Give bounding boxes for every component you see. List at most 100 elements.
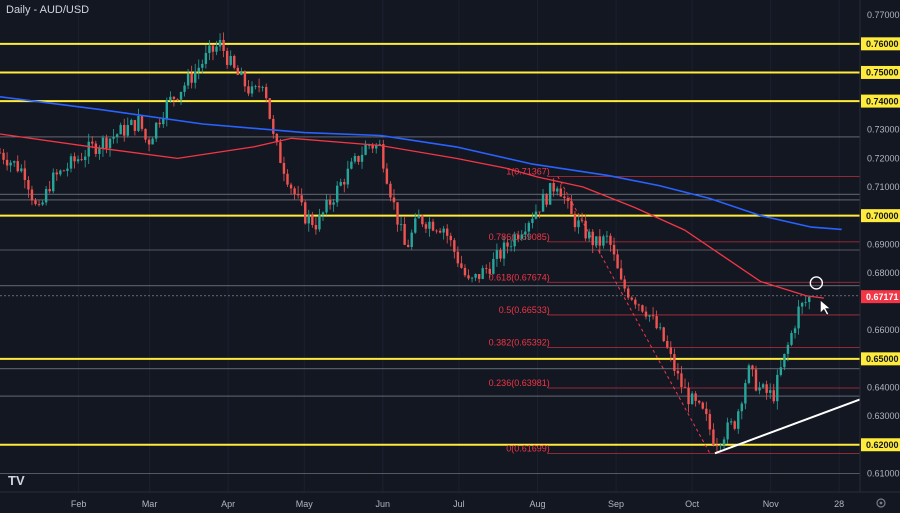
candle-body[interactable]: [243, 72, 247, 87]
candle-body[interactable]: [705, 408, 708, 415]
candle-body[interactable]: [172, 96, 176, 99]
candle-body[interactable]: [463, 267, 467, 276]
candle-body[interactable]: [304, 202, 307, 224]
candle-body[interactable]: [382, 144, 385, 169]
candle-body[interactable]: [162, 118, 165, 125]
candle-body[interactable]: [651, 315, 655, 317]
candle-body[interactable]: [598, 236, 602, 246]
candle-body[interactable]: [236, 67, 240, 75]
candle-body[interactable]: [275, 133, 279, 143]
candle-body[interactable]: [52, 172, 55, 192]
candle-body[interactable]: [27, 180, 30, 190]
candle-body[interactable]: [527, 222, 531, 232]
candles[interactable]: [0, 32, 811, 452]
candle-body[interactable]: [442, 228, 445, 233]
candle-body[interactable]: [0, 152, 2, 154]
candle-body[interactable]: [680, 373, 683, 387]
candle-body[interactable]: [208, 45, 211, 53]
candle-body[interactable]: [151, 138, 154, 145]
fib-retracement[interactable]: 1(0.71367)0.786(0.69085)0.618(0.67674)0.…: [489, 166, 860, 454]
candle-body[interactable]: [396, 202, 399, 225]
candle-body[interactable]: [556, 188, 559, 192]
candle-body[interactable]: [48, 188, 51, 192]
candle-body[interactable]: [257, 86, 261, 88]
candle-body[interactable]: [364, 145, 367, 155]
candle-body[interactable]: [627, 288, 630, 298]
candle-body[interactable]: [66, 168, 69, 171]
horizontal-levels[interactable]: [0, 42, 860, 474]
candle-body[interactable]: [765, 384, 768, 393]
candle-body[interactable]: [747, 365, 751, 384]
candle-body[interactable]: [552, 183, 555, 192]
candle-body[interactable]: [101, 137, 105, 149]
candle-body[interactable]: [715, 444, 719, 447]
last-price-badge[interactable]: [861, 290, 900, 304]
candle-body[interactable]: [786, 344, 790, 354]
candle-body[interactable]: [279, 142, 282, 163]
candle-body[interactable]: [676, 370, 680, 374]
candle-body[interactable]: [69, 156, 73, 169]
candle-body[interactable]: [119, 124, 122, 135]
candle-body[interactable]: [701, 402, 704, 409]
candle-body[interactable]: [289, 184, 293, 189]
candle-body[interactable]: [761, 384, 765, 388]
candle-body[interactable]: [410, 232, 413, 247]
candle-body[interactable]: [658, 327, 662, 329]
candle-body[interactable]: [406, 244, 410, 247]
candle-body[interactable]: [34, 200, 37, 205]
candle-body[interactable]: [44, 188, 48, 203]
candle-body[interactable]: [428, 221, 431, 229]
candle-body[interactable]: [495, 250, 499, 259]
candle-body[interactable]: [76, 159, 80, 162]
candle-body[interactable]: [446, 228, 449, 236]
level-price-badge[interactable]: [861, 65, 900, 79]
candle-body[interactable]: [339, 181, 342, 186]
level-price-badge[interactable]: [861, 209, 900, 223]
candle-body[interactable]: [726, 422, 729, 440]
candle-body[interactable]: [768, 390, 772, 393]
candle-body[interactable]: [538, 211, 541, 213]
candle-body[interactable]: [240, 72, 243, 75]
candle-body[interactable]: [350, 161, 353, 169]
candle-body[interactable]: [154, 122, 158, 139]
candle-body[interactable]: [492, 258, 495, 274]
candle-body[interactable]: [516, 234, 520, 239]
candle-body[interactable]: [644, 311, 648, 317]
candle-body[interactable]: [346, 168, 350, 185]
candle-body[interactable]: [137, 116, 140, 131]
level-price-badge[interactable]: [861, 37, 900, 51]
candle-body[interactable]: [194, 71, 197, 83]
candle-body[interactable]: [73, 156, 76, 162]
candle-body[interactable]: [399, 223, 403, 225]
candle-body[interactable]: [335, 185, 339, 203]
candle-body[interactable]: [690, 393, 694, 405]
time-axis[interactable]: [0, 492, 900, 513]
candle-body[interactable]: [509, 246, 513, 248]
candle-body[interactable]: [737, 411, 740, 429]
candle-body[interactable]: [250, 86, 254, 94]
candle-body[interactable]: [449, 235, 452, 241]
candle-body[interactable]: [630, 297, 633, 300]
candle-body[interactable]: [662, 327, 665, 342]
candle-body[interactable]: [211, 45, 215, 52]
candle-body[interactable]: [264, 87, 268, 99]
candle-body[interactable]: [669, 347, 673, 355]
candle-body[interactable]: [385, 168, 389, 184]
candle-body[interactable]: [307, 214, 310, 224]
candle-body[interactable]: [371, 145, 374, 149]
candle-body[interactable]: [311, 214, 314, 225]
gear-icon[interactable]: [876, 498, 886, 508]
candle-body[interactable]: [435, 230, 438, 232]
candle-body[interactable]: [112, 136, 115, 139]
candle-body[interactable]: [797, 306, 800, 329]
candle-body[interactable]: [16, 161, 19, 172]
candle-body[interactable]: [804, 302, 807, 303]
candle-body[interactable]: [524, 231, 527, 235]
candle-body[interactable]: [694, 393, 697, 401]
candle-body[interactable]: [222, 39, 225, 51]
ma-200-line[interactable]: [0, 96, 842, 231]
fib-diagonal[interactable]: [557, 176, 711, 454]
level-price-badge[interactable]: [861, 352, 900, 366]
candle-body[interactable]: [37, 204, 41, 205]
candle-body[interactable]: [218, 39, 222, 47]
